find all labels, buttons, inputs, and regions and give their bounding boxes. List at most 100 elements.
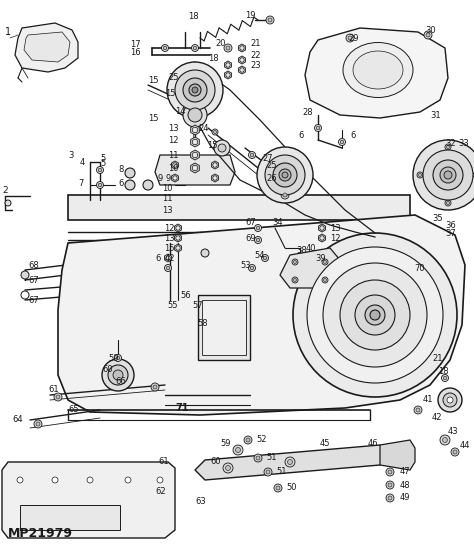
Circle shape	[240, 46, 244, 50]
Circle shape	[338, 138, 346, 146]
Polygon shape	[319, 234, 326, 242]
Circle shape	[189, 84, 201, 96]
Text: MP21979: MP21979	[8, 527, 73, 540]
Circle shape	[97, 181, 103, 189]
Text: 60: 60	[102, 366, 113, 375]
Text: 58: 58	[197, 319, 208, 328]
Polygon shape	[68, 195, 410, 220]
Text: 16: 16	[130, 48, 141, 57]
Circle shape	[254, 454, 262, 462]
Text: 15: 15	[165, 88, 175, 97]
Circle shape	[214, 140, 230, 156]
Circle shape	[444, 171, 452, 179]
Text: 10: 10	[168, 164, 179, 172]
Text: 41: 41	[423, 395, 434, 404]
Circle shape	[346, 34, 354, 42]
Circle shape	[176, 226, 180, 230]
Circle shape	[224, 44, 232, 52]
Circle shape	[281, 191, 289, 199]
Circle shape	[98, 183, 102, 186]
Text: 64: 64	[12, 416, 23, 424]
Circle shape	[163, 46, 167, 50]
Circle shape	[250, 153, 254, 157]
Text: 36: 36	[445, 221, 456, 230]
Text: 17: 17	[130, 40, 141, 49]
Circle shape	[348, 36, 352, 40]
Circle shape	[164, 264, 172, 272]
Text: 4: 4	[80, 157, 85, 166]
Circle shape	[193, 46, 197, 50]
Text: 71: 71	[175, 403, 189, 413]
Circle shape	[388, 483, 392, 487]
Circle shape	[265, 155, 305, 195]
Circle shape	[201, 249, 209, 257]
Circle shape	[167, 62, 223, 118]
Circle shape	[52, 477, 58, 483]
Polygon shape	[174, 224, 182, 232]
Circle shape	[441, 375, 448, 381]
Text: 67: 67	[28, 276, 39, 284]
Polygon shape	[211, 174, 219, 182]
Text: 65: 65	[68, 405, 79, 414]
Circle shape	[419, 174, 421, 176]
Text: 49: 49	[400, 493, 410, 502]
Text: 2: 2	[2, 185, 8, 194]
Text: 13: 13	[162, 206, 173, 214]
Text: 33: 33	[458, 138, 469, 147]
Text: 13: 13	[168, 124, 179, 133]
Text: 23: 23	[250, 60, 261, 69]
Circle shape	[223, 463, 233, 473]
Circle shape	[451, 448, 459, 456]
Circle shape	[282, 172, 288, 178]
Text: 13: 13	[330, 223, 341, 232]
Circle shape	[293, 233, 457, 397]
Text: 54: 54	[254, 250, 264, 259]
Circle shape	[240, 68, 244, 72]
Circle shape	[447, 397, 453, 403]
Polygon shape	[24, 32, 70, 62]
Circle shape	[292, 259, 298, 265]
Text: 51: 51	[276, 468, 286, 477]
Circle shape	[143, 180, 153, 190]
Circle shape	[268, 18, 272, 22]
Circle shape	[447, 151, 449, 153]
Text: 59: 59	[108, 353, 118, 362]
Circle shape	[188, 108, 202, 122]
Circle shape	[273, 163, 297, 187]
Text: 25: 25	[266, 161, 276, 170]
Ellipse shape	[353, 51, 403, 89]
Circle shape	[97, 166, 103, 174]
Circle shape	[151, 383, 159, 391]
Text: 37: 37	[445, 228, 456, 237]
Text: 5: 5	[100, 153, 105, 162]
Circle shape	[440, 435, 450, 445]
Bar	[20, 505, 120, 530]
Circle shape	[157, 477, 163, 483]
Circle shape	[173, 163, 177, 167]
Polygon shape	[202, 300, 246, 355]
Text: 21: 21	[250, 39, 261, 48]
Polygon shape	[58, 215, 465, 415]
Ellipse shape	[343, 43, 413, 97]
Circle shape	[192, 139, 198, 144]
Circle shape	[316, 126, 320, 130]
Circle shape	[56, 395, 60, 399]
Text: 62: 62	[155, 488, 165, 497]
Circle shape	[355, 295, 395, 335]
Text: 11: 11	[162, 194, 173, 203]
Circle shape	[386, 481, 394, 489]
Circle shape	[235, 447, 241, 453]
Circle shape	[445, 200, 451, 206]
Text: 20: 20	[215, 39, 226, 48]
Circle shape	[213, 176, 217, 180]
Text: 29: 29	[348, 34, 358, 43]
Text: 47: 47	[400, 468, 410, 477]
Circle shape	[322, 277, 328, 283]
Text: 32: 32	[445, 138, 456, 147]
Circle shape	[386, 468, 394, 476]
Circle shape	[98, 168, 102, 172]
Text: 42: 42	[165, 254, 175, 263]
Circle shape	[388, 496, 392, 500]
Text: 46: 46	[368, 438, 379, 447]
Text: 35: 35	[432, 213, 443, 222]
